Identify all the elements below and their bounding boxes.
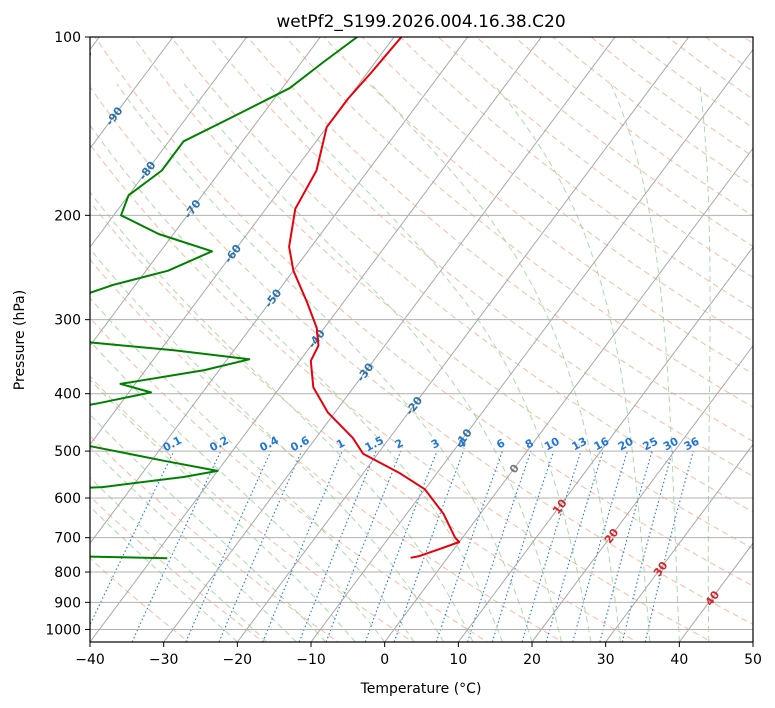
x-tick-label: −30 [149,652,179,668]
temperature-profile-line [288,37,461,559]
y-tick-label: 1000 [45,622,81,638]
isotherm-line [310,48,753,642]
dry-adiabat-line [361,37,753,342]
moist-adiabat-line [493,83,651,642]
y-tick-label: 700 [54,531,81,547]
profile-series [90,37,461,560]
moist-adiabat-line [90,476,268,642]
moist-adiabat-line [90,191,474,642]
y-tick-label: 100 [54,30,81,46]
x-tick-label: 0 [380,652,389,668]
isotherm-line [531,344,753,642]
y-axis-label: Pressure (hPa) [12,290,28,390]
mixing-ratio-line [621,450,674,642]
mixing-ratio-line [364,450,438,642]
x-tick-label: −10 [296,652,326,668]
dry-adiabat-line [323,37,753,375]
dry-adiabat-line [94,37,753,587]
isobar-gridlines [90,37,753,630]
moist-adiabat-line [183,83,562,642]
mixing-ratio-line [325,450,402,642]
y-axis: 100 200 300 400 500 600 700 800 900 1000 [45,30,90,638]
mixing-ratio-line [298,450,377,642]
y-tick-label: 900 [54,595,81,611]
plot-content: -100-90-80-70-60-50-40-30-20-10010203040… [90,37,753,642]
moist-adiabat-line [90,505,238,642]
moist-adiabat-line [699,83,711,642]
y-tick-label: 400 [54,387,81,403]
mixing-ratio-line [435,450,503,642]
isotherm-line [90,37,395,446]
x-tick-label: 40 [670,652,688,668]
isotherm-line [90,37,321,347]
dry-adiabat-line [132,37,753,550]
plot-frame [89,36,754,643]
moist-adiabat-line [90,248,445,642]
mixing-ratio-lines [90,450,694,642]
moist-adiabat-line [90,297,415,642]
mixing-ratio-label: 30 [661,435,681,454]
x-tick-label: −20 [223,652,253,668]
x-axis-label: Temperature (°C) [360,681,482,697]
isotherm-gridlines [90,37,753,642]
moist-adiabat-line [370,83,621,642]
plot-area [90,37,753,642]
y-tick-label: 200 [54,208,81,224]
isotherm-line [90,37,469,545]
x-tick-label: 20 [523,652,541,668]
isotherm-line [163,37,616,642]
isotherm-line [90,37,542,642]
moist-adiabat-line [90,340,386,642]
mixing-ratio-line [185,450,272,642]
dry-adiabat-line [285,37,753,408]
y-tick-label: 300 [54,313,81,329]
moist-adiabat-line [116,83,533,642]
x-tick-label: −40 [75,652,105,668]
mixing-ratio-line [521,450,582,642]
isotherm-line [90,37,248,248]
x-axis: −40 −30 −20 −10 0 10 20 30 40 50 [75,642,762,668]
mixing-ratio-label: 20 [616,435,636,454]
isotherm-line [384,147,753,642]
mixing-ratio-line [262,450,343,642]
mixing-ratio-line [572,450,628,642]
mixing-ratio-label: 16 [592,435,612,454]
moist-adiabat-line [90,446,297,642]
mixing-ratio-line [466,450,532,642]
mixing-ratio-label: 10 [542,435,562,454]
x-tick-label: 50 [744,652,762,668]
mixing-ratio-line [599,450,653,642]
y-tick-label: 500 [54,444,81,460]
moist-adiabat-line [90,413,327,642]
y-tick-label: 800 [54,565,81,581]
moist-adiabat-line [610,83,680,642]
isotherm-line [605,443,753,642]
mixing-ratio-label: 36 [682,435,702,454]
mixing-ratio-label: 25 [641,435,661,454]
x-tick-label: 10 [449,652,467,668]
dewpoint-profile-line [90,37,358,560]
mixing-ratio-line [218,450,303,642]
x-tick-label: 30 [597,652,615,668]
mixing-ratio-label: 13 [570,435,590,454]
dry-adiabat-line [170,37,753,513]
mixing-ratio-line [491,450,555,642]
moist-adiabat-line [267,83,592,642]
dry-adiabat-line [90,86,753,626]
mixing-ratio-line [545,450,604,642]
isotherm-line [90,37,174,150]
isotherm-line [457,246,753,642]
chart-title: wetPf2_S199.2026.004.16.38.C20 [276,12,565,32]
y-tick-label: 600 [54,491,81,507]
isotherm-line [236,37,690,642]
